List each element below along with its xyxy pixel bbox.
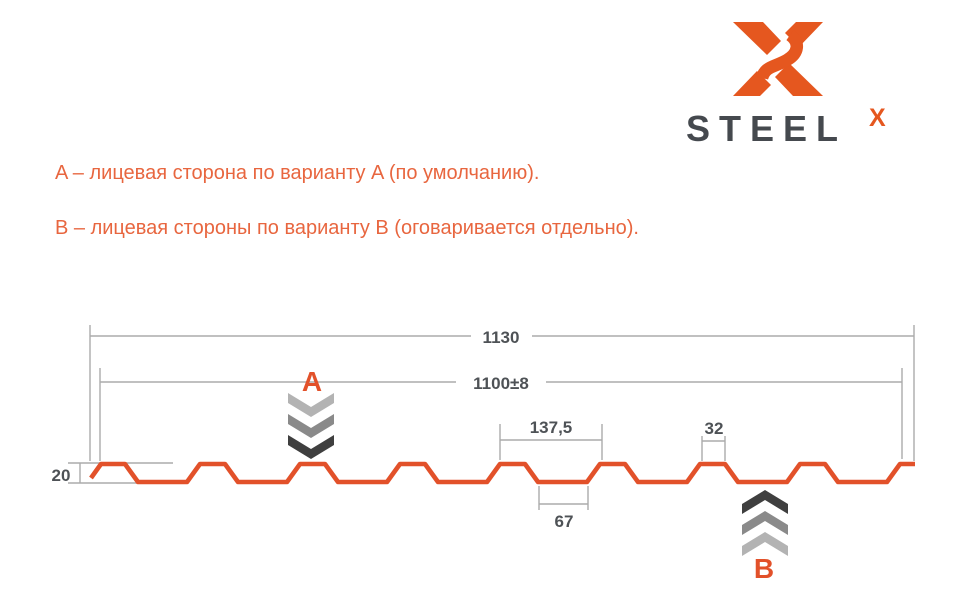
logo-arm-bottom-right — [775, 63, 823, 96]
chevron-up-icon — [742, 511, 788, 535]
note-variant-a: A – лицевая сторона по варианту A (по ум… — [55, 162, 540, 184]
sheet-profile-outline — [89, 461, 915, 485]
dim-rib-pitch: 137,5 — [499, 418, 603, 460]
logo-arm-top-left — [733, 22, 781, 55]
chevron-down-icon — [288, 435, 334, 459]
dim-rib-top: 32 — [701, 419, 726, 461]
marker-b-letter: B — [754, 553, 774, 584]
dim-label-working-width: 1100±8 — [473, 374, 529, 393]
dim-label-profile-height: 20 — [52, 466, 71, 485]
dim-label-rib-pitch: 137,5 — [530, 418, 573, 437]
note-variant-b: B – лицевая стороны по варианту B (огова… — [55, 217, 639, 239]
marker-a-letter: A — [302, 366, 322, 397]
dim-label-rib-bottom: 67 — [555, 512, 574, 531]
logo-chain-link — [755, 29, 803, 81]
logo-brand-text: STEEL — [686, 108, 848, 149]
chevron-down-icon — [288, 393, 334, 417]
logo-wordmark: STEEL X — [686, 104, 916, 149]
marker-a: A — [288, 366, 334, 459]
dim-label-rib-top: 32 — [705, 419, 724, 438]
dim-rib-bottom: 67 — [538, 486, 589, 531]
dim-working-width: 1100±8 — [99, 368, 903, 461]
logo-superscript-x: X — [869, 104, 886, 132]
steelx-logo-icon — [733, 22, 823, 96]
dim-overall-width: 1130 — [89, 325, 915, 461]
chevron-up-icon — [742, 532, 788, 556]
chevron-down-icon — [288, 414, 334, 438]
chevron-up-icon — [742, 490, 788, 514]
marker-b: B — [742, 490, 788, 584]
dim-label-overall-width: 1130 — [483, 328, 520, 347]
